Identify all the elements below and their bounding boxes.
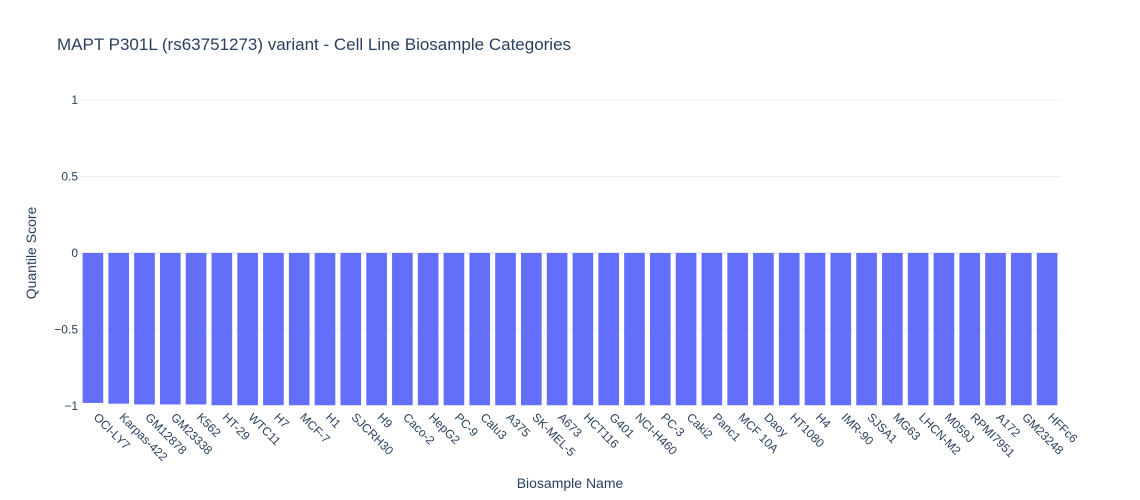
bar [882, 253, 903, 406]
bar [907, 253, 929, 406]
bar [469, 253, 491, 406]
bar [959, 253, 981, 406]
x-tick-label: Caki2 [684, 410, 716, 442]
bar [495, 253, 516, 406]
x-tick-labels: OCI-LY7Karpas-422GM12878GM23338K562HT-29… [91, 410, 1081, 464]
bar [263, 253, 284, 406]
bar [624, 253, 645, 406]
bar [340, 253, 362, 406]
y-tick-label: 0 [71, 246, 78, 260]
bar [675, 253, 697, 406]
bar [1036, 253, 1058, 406]
bar [288, 253, 310, 406]
bar [443, 253, 465, 406]
bar [985, 253, 1006, 406]
bar [237, 253, 258, 406]
bar [314, 253, 336, 406]
x-tick-label: HT-29 [220, 410, 253, 443]
bars [82, 253, 1058, 406]
y-tick-labels: 1 0.5 0 −0.5 −1 [54, 93, 78, 413]
bar [521, 253, 542, 406]
y-tick-label: −1 [64, 399, 78, 413]
bar [82, 253, 104, 403]
bar [804, 253, 826, 406]
bar [392, 253, 413, 406]
x-axis-title: Biosample Name [517, 475, 624, 491]
bar [185, 253, 207, 405]
bar [417, 253, 439, 406]
bar [727, 253, 748, 406]
x-tick-label: Panc1 [710, 410, 744, 444]
bar [108, 253, 129, 404]
bar [649, 253, 671, 406]
bar [211, 253, 233, 406]
x-tick-label: Calu3 [478, 410, 510, 442]
bar [598, 253, 619, 406]
y-tick-label: 0.5 [61, 170, 78, 184]
bar [159, 253, 181, 405]
bar [1011, 253, 1032, 406]
y-axis-title: Quantile Score [23, 206, 39, 299]
chart-title: MAPT P301L (rs63751273) variant - Cell L… [57, 35, 571, 54]
bar [778, 253, 800, 406]
y-tick-label: 1 [71, 93, 78, 107]
bar [366, 253, 387, 406]
bar [701, 253, 723, 406]
bar [753, 253, 774, 406]
bar [546, 253, 568, 406]
bar [572, 253, 594, 406]
bar [933, 253, 955, 406]
bar [856, 253, 877, 406]
bar [134, 253, 155, 405]
x-tick-label: A375 [503, 410, 533, 440]
y-tick-label: −0.5 [54, 323, 78, 337]
bar [830, 253, 852, 406]
